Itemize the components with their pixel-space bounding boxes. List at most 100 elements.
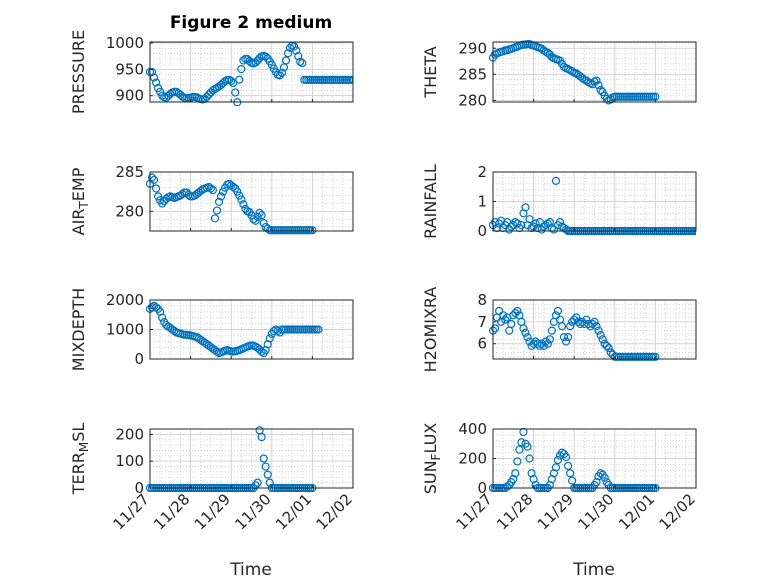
data-point (273, 326, 282, 336)
data-point (543, 339, 552, 348)
data-point (582, 76, 591, 85)
data-point (606, 348, 615, 357)
data-point (590, 317, 599, 326)
data-point (253, 478, 262, 487)
x-axis-label-left: Time (229, 560, 272, 580)
data-point (501, 315, 510, 324)
figure-title: Figure 2 medium (170, 13, 332, 33)
y-tick-label: 950 (115, 60, 144, 78)
y-tick-label: 285 (115, 163, 144, 181)
data-point (255, 53, 264, 63)
series-h2omixra (489, 306, 660, 361)
panel-theta: 280 285 290 THETA (421, 39, 697, 109)
data-point (292, 46, 301, 55)
data-point (214, 197, 224, 206)
data-point (151, 303, 161, 312)
x-tick-label: 11/27 (453, 490, 496, 533)
y-tick-label: 280 (115, 202, 144, 220)
data-point (564, 461, 573, 470)
data-point (162, 194, 171, 203)
data-point (557, 448, 567, 457)
data-point (551, 176, 561, 185)
data-point (507, 319, 516, 329)
data-point (551, 463, 561, 472)
data-point (294, 51, 303, 61)
data-point (265, 478, 274, 487)
panel-air-temp: 280 285 AIRTEMP (69, 163, 354, 235)
data-point (251, 58, 260, 67)
data-point (568, 476, 577, 485)
data-point (513, 457, 522, 466)
data-point (543, 219, 552, 228)
data-point (208, 86, 218, 95)
data-point (348, 75, 353, 84)
data-point (202, 92, 211, 101)
y-axis-label: TERRMSL (69, 423, 91, 496)
y-tick-label: 0 (134, 350, 144, 368)
data-point (212, 347, 222, 356)
data-point (275, 71, 285, 80)
x-tick-label: 11/30 (574, 490, 617, 533)
data-point (511, 469, 520, 478)
data-point (568, 67, 577, 76)
y-axis-label: AIRTEMP (69, 167, 91, 235)
data-point (231, 88, 240, 97)
data-point (235, 191, 244, 200)
data-point (570, 315, 579, 324)
y-tick-label: 200 (458, 450, 487, 468)
data-point (257, 211, 266, 220)
data-point (561, 225, 571, 234)
panel-h2omixra: 6 7 8 H2OMIXRA (421, 287, 697, 372)
data-point (212, 206, 222, 215)
data-point (255, 208, 264, 218)
data-point (245, 56, 254, 66)
y-tick-label: 0 (134, 479, 144, 497)
data-point (218, 187, 228, 196)
data-point (572, 313, 581, 322)
data-point (541, 337, 550, 346)
data-point (527, 223, 536, 233)
data-point (521, 328, 530, 337)
data-point (600, 473, 609, 482)
data-point (559, 333, 569, 342)
data-point (147, 173, 157, 182)
data-point (525, 215, 534, 224)
data-point (147, 303, 157, 312)
axes-box (149, 171, 354, 232)
panel-mixdepth: 0 1000 2000 MIXDEPTH (69, 288, 354, 371)
data-point (515, 445, 524, 454)
series-theta (489, 39, 660, 105)
data-point (594, 326, 603, 335)
y-tick-label: 400 (458, 420, 487, 438)
data-point (582, 315, 591, 324)
axes-box (149, 428, 354, 489)
panel-pressure: 900 950 1000 PRESSURE (69, 30, 354, 114)
data-point (513, 306, 522, 316)
data-point (561, 452, 571, 462)
data-point (521, 203, 530, 212)
data-point (261, 52, 270, 61)
data-point (184, 190, 193, 199)
data-point (539, 46, 548, 55)
y-tick-label: 6 (477, 335, 487, 353)
data-point (566, 322, 575, 331)
data-point (259, 219, 268, 228)
y-tick-label: 1000 (106, 321, 144, 339)
x-tick-label: 12/01 (272, 490, 315, 533)
y-tick-label: 290 (458, 39, 487, 57)
data-point (517, 438, 526, 447)
data-point (525, 337, 534, 346)
data-point (557, 322, 567, 331)
data-point (598, 335, 607, 344)
data-point (298, 58, 307, 68)
y-tick-label: 7 (477, 313, 487, 331)
x-tick-label: 11/29 (191, 490, 234, 533)
data-point (235, 75, 244, 84)
data-point (178, 189, 187, 199)
data-point (490, 324, 500, 333)
data-point (651, 352, 660, 361)
data-point (555, 218, 565, 227)
data-point (596, 469, 605, 478)
